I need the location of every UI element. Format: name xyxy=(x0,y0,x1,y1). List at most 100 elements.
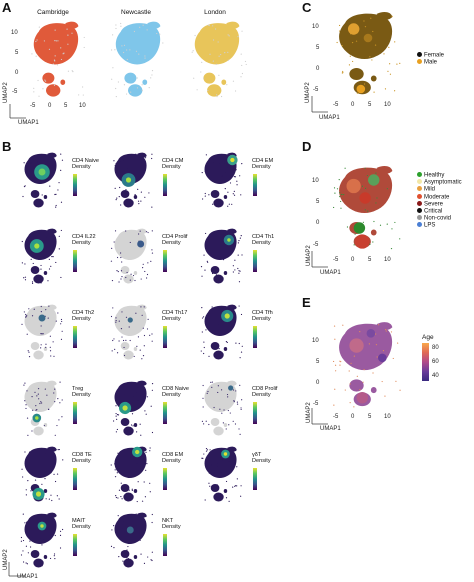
umap-point xyxy=(235,169,237,171)
umap-point xyxy=(36,39,38,41)
umap-point xyxy=(56,495,58,497)
umap-point xyxy=(234,269,236,271)
umap-point xyxy=(23,277,25,279)
umap-point xyxy=(41,402,43,404)
umap-point xyxy=(228,500,230,502)
umap-point xyxy=(209,485,211,487)
umap-point xyxy=(111,279,114,282)
umap-point xyxy=(151,70,154,72)
umap-point xyxy=(379,224,382,226)
umap-point xyxy=(343,194,345,196)
umap-point xyxy=(34,458,36,460)
umap-point xyxy=(21,240,23,243)
umap-point xyxy=(202,316,205,318)
umap-point xyxy=(236,403,239,405)
umap-point xyxy=(137,188,139,190)
umap-point xyxy=(132,274,135,277)
umap-point xyxy=(24,400,26,402)
umap-point xyxy=(378,324,380,326)
umap-point xyxy=(340,193,342,196)
umap-point xyxy=(26,417,29,419)
umap-point xyxy=(238,428,240,430)
umap-point xyxy=(25,489,27,491)
umap-point xyxy=(346,226,349,228)
umap-point xyxy=(399,389,401,391)
legend-swatch xyxy=(417,179,422,185)
umap-point xyxy=(214,472,216,475)
umap-point xyxy=(139,349,141,351)
umap-point xyxy=(150,559,152,561)
umap-point xyxy=(143,562,146,564)
umap-point xyxy=(232,486,234,488)
umap-point xyxy=(113,241,115,243)
umap-point xyxy=(53,171,55,174)
umap-point xyxy=(151,431,154,434)
panel-c-ytick: 10 xyxy=(312,24,319,30)
umap-point xyxy=(140,278,142,280)
umap-point xyxy=(386,223,388,225)
umap-point xyxy=(203,346,205,349)
umap-point xyxy=(234,485,236,487)
umap-point xyxy=(67,34,69,36)
umap-point xyxy=(386,188,388,190)
umap-point xyxy=(370,17,372,19)
legend-swatch xyxy=(417,222,422,228)
umap-point xyxy=(208,24,210,27)
umap-main-cluster xyxy=(339,323,393,371)
umap-point xyxy=(40,333,42,335)
umap-point xyxy=(118,195,120,198)
umap-point xyxy=(31,282,34,284)
umap-point xyxy=(215,274,218,276)
panel-e-xtick: -5 xyxy=(333,414,339,420)
umap-point xyxy=(33,87,35,89)
umap-point xyxy=(21,323,23,325)
umap-cells xyxy=(23,380,63,436)
density-label-name: CD8 EM xyxy=(162,452,184,458)
umap-point xyxy=(117,270,119,273)
umap-point xyxy=(218,55,220,57)
umap-point xyxy=(28,247,30,249)
umap-point xyxy=(238,305,240,307)
umap-point xyxy=(338,30,341,32)
density-hotspot xyxy=(228,385,234,391)
umap-point xyxy=(54,557,56,560)
umap-cluster xyxy=(210,266,220,274)
umap-point xyxy=(233,400,235,402)
density-hotspot xyxy=(224,313,230,319)
umap-cluster xyxy=(223,423,228,427)
panel-label-d: D xyxy=(302,139,312,154)
umap-point xyxy=(127,534,129,536)
panel-e-xtick: 5 xyxy=(368,414,372,420)
umap-point xyxy=(204,192,206,195)
umap-point xyxy=(216,342,218,345)
umap-point xyxy=(58,248,60,250)
umap-point xyxy=(43,465,46,468)
density-label-name: MAIT xyxy=(72,518,86,524)
density-colorbar xyxy=(253,250,257,272)
panel-e-colorbar-tick: 60 xyxy=(432,359,439,365)
panel-e-ytick: 0 xyxy=(316,380,320,386)
umap-point xyxy=(364,26,367,28)
umap-point xyxy=(147,318,149,320)
umap-cluster xyxy=(213,426,224,436)
umap-point xyxy=(47,317,49,319)
umap-point xyxy=(20,536,23,539)
umap-point xyxy=(127,516,129,519)
umap-point xyxy=(71,32,73,34)
umap-point xyxy=(49,185,51,187)
umap-point xyxy=(238,342,240,345)
density-colorbar xyxy=(163,534,167,556)
umap-point xyxy=(60,153,62,155)
umap-point xyxy=(111,350,113,352)
umap-point xyxy=(234,90,237,92)
umap-point xyxy=(145,469,147,471)
density-hotspot xyxy=(227,238,231,242)
umap-point xyxy=(147,231,149,234)
density-colorbar xyxy=(163,250,167,272)
umap-top-lobe xyxy=(47,228,57,234)
umap-point xyxy=(40,282,42,284)
umap-point xyxy=(139,539,141,541)
density-label-name: CD4 EM xyxy=(252,158,274,164)
umap-point xyxy=(120,256,122,259)
panel-e-umap xyxy=(333,322,401,408)
